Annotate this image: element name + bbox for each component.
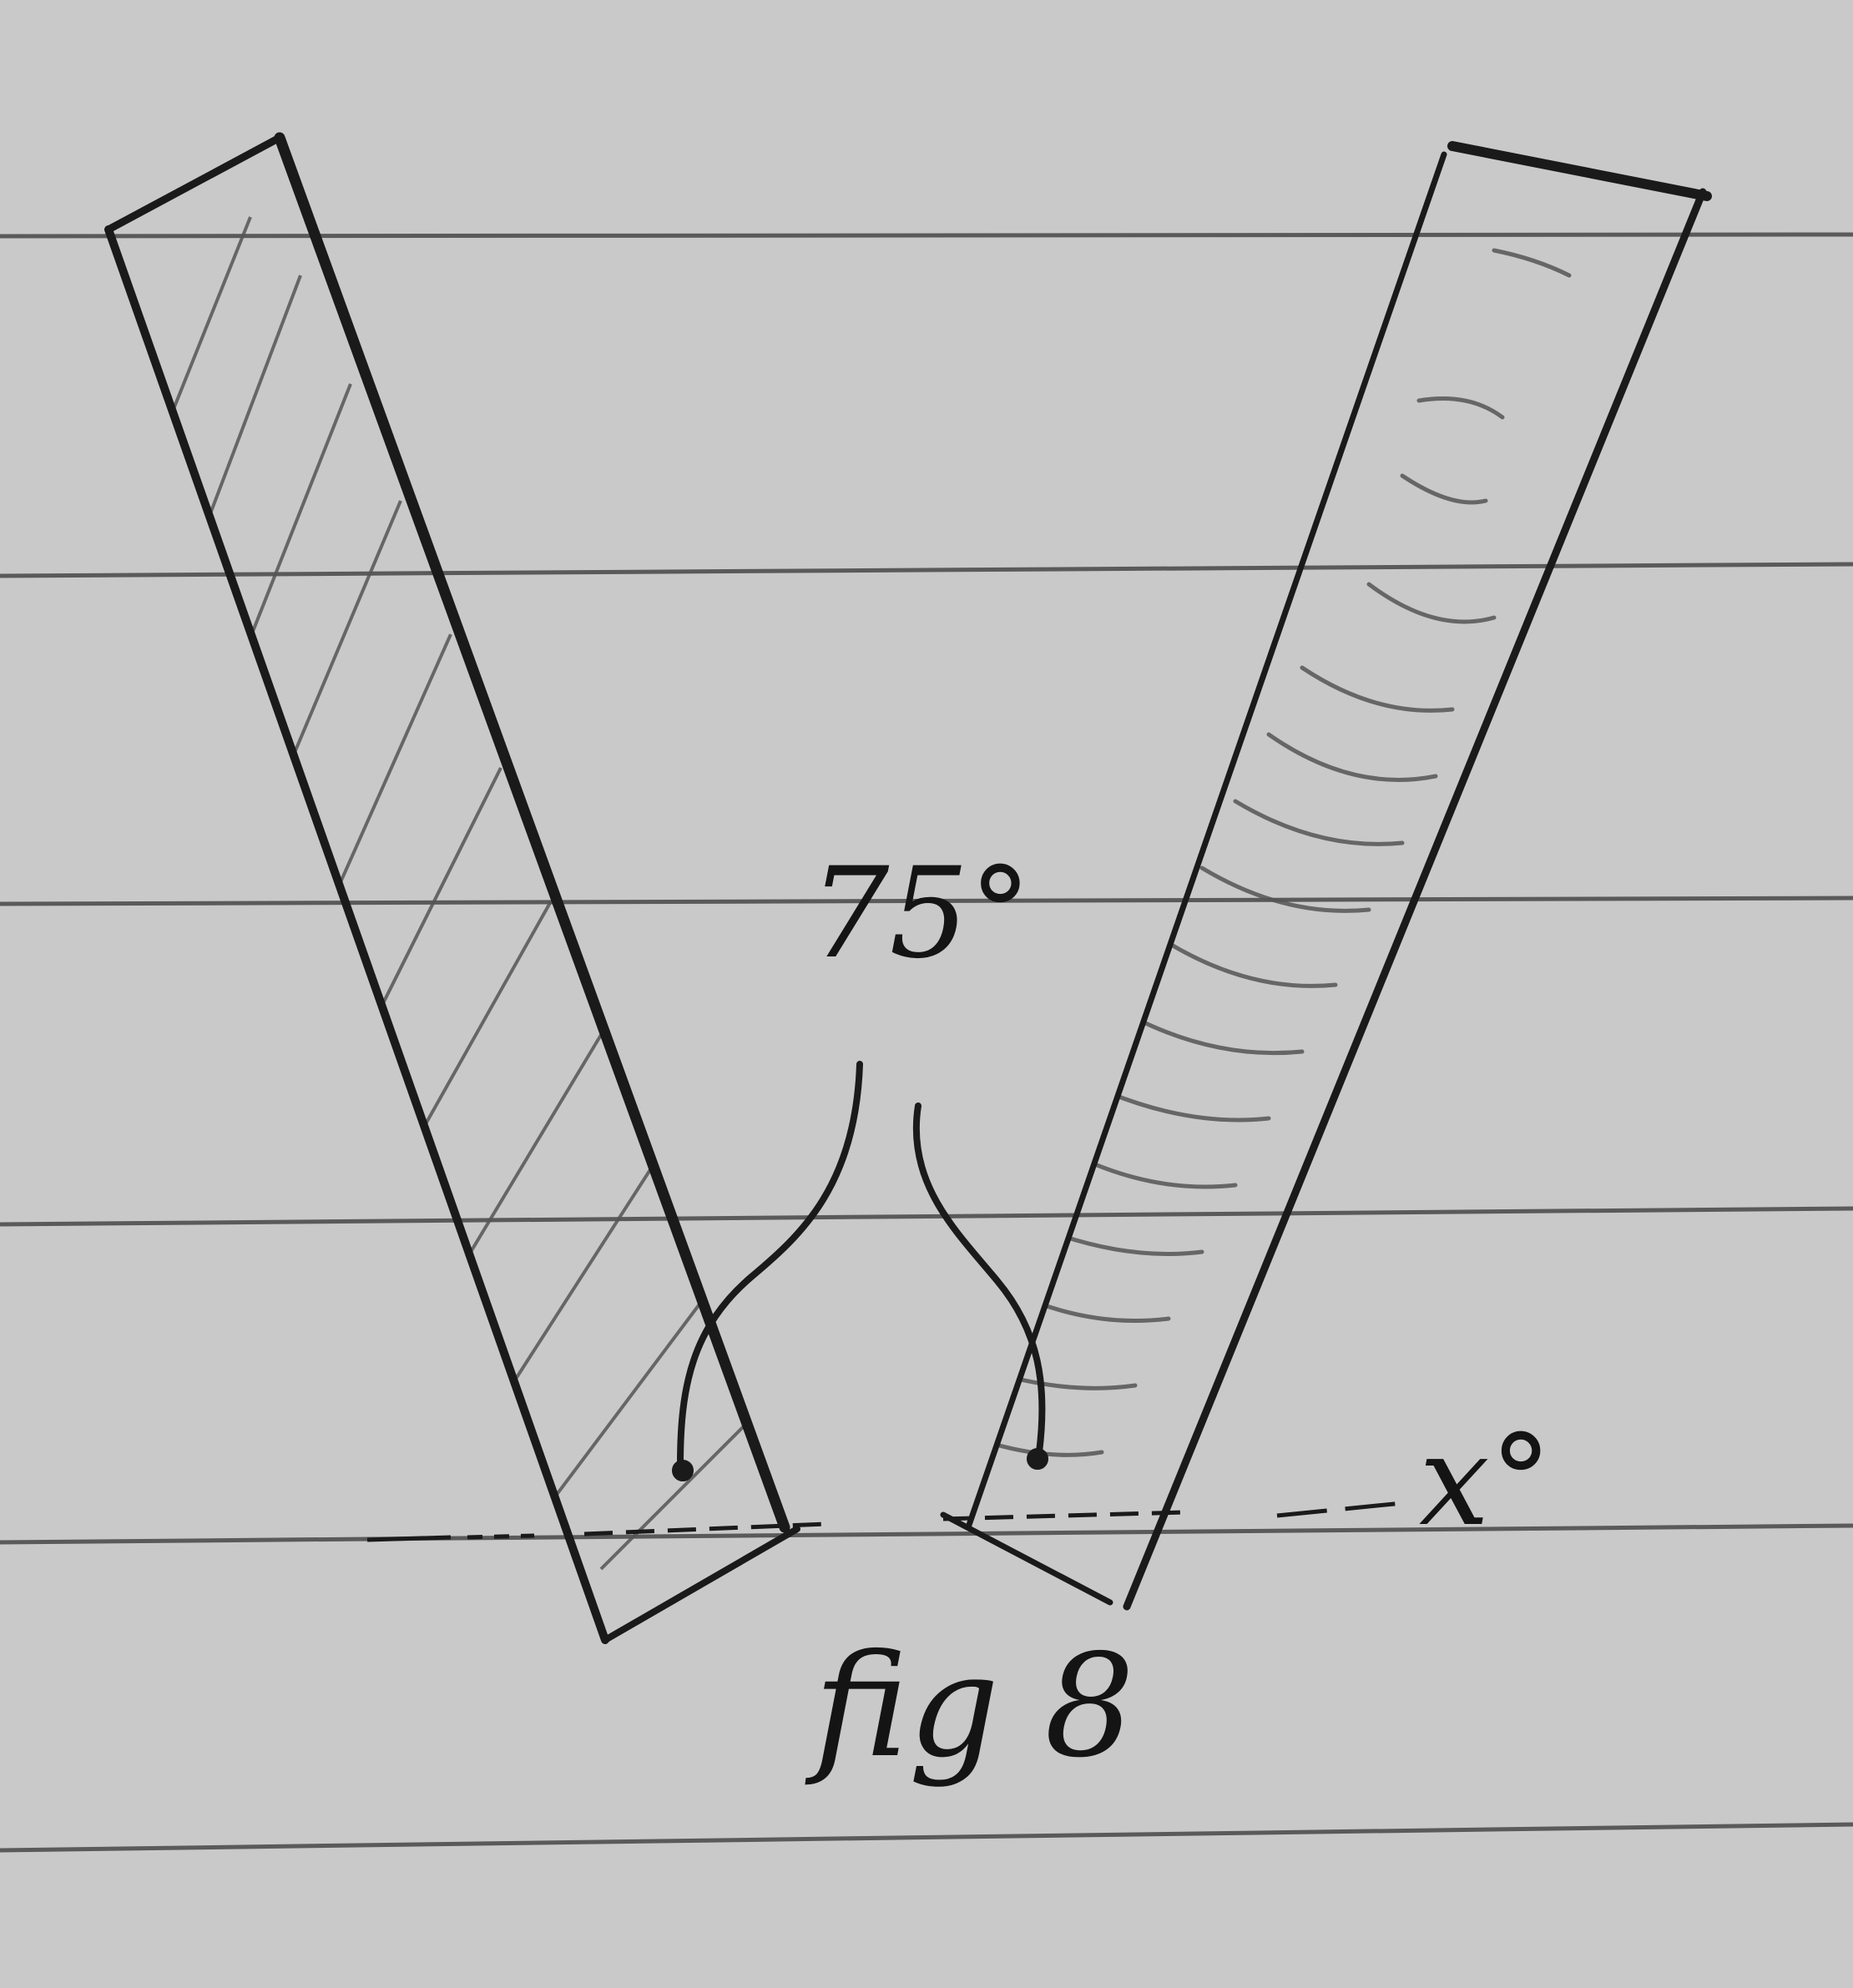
left-plank-outline [104, 132, 800, 1644]
axis-label: x° [1419, 1409, 1553, 1554]
ruled-line [0, 1206, 1853, 1227]
right-plank-bottom-edge [940, 1511, 1113, 1606]
ruled-line [0, 232, 1853, 239]
right-angle-arc-end [1027, 1448, 1048, 1470]
baseline-dash [1276, 1500, 1411, 1518]
ruled-line [0, 1822, 1853, 1853]
left-plank-top-edge [104, 134, 284, 234]
right-plank [940, 141, 1712, 1611]
left-plank-hatching [149, 216, 753, 1571]
right-plank-top-edge [1447, 141, 1712, 201]
left-plank-bottom-edge [602, 1526, 800, 1643]
right-plank-hatching [991, 248, 1572, 1457]
baseline-dash [366, 1535, 452, 1542]
right-plank-outline [940, 141, 1712, 1611]
ruled-line [0, 1523, 1853, 1545]
left-angle-arc-end [672, 1460, 694, 1481]
ruled-line [0, 896, 1853, 906]
right-plank-inner-edge [965, 151, 1447, 1531]
ruled-line [0, 562, 1853, 578]
left-plank [104, 132, 800, 1644]
baseline-dash [942, 1510, 1186, 1521]
left-plank-inner-edge [274, 132, 790, 1533]
angle-arcs [672, 1061, 1048, 1481]
baseline-dash [467, 1533, 535, 1540]
angle-label: 75° [810, 841, 1032, 986]
left-angle-arc [677, 1061, 863, 1468]
left-plank-outer-edge [104, 225, 609, 1644]
right-plank-outer-edge [1123, 188, 1707, 1611]
right-angle-arc [912, 1102, 1046, 1456]
ruled-lines [0, 232, 1853, 1853]
figure-caption: fig 8 [814, 1624, 1135, 1789]
baseline [366, 1500, 1411, 1542]
